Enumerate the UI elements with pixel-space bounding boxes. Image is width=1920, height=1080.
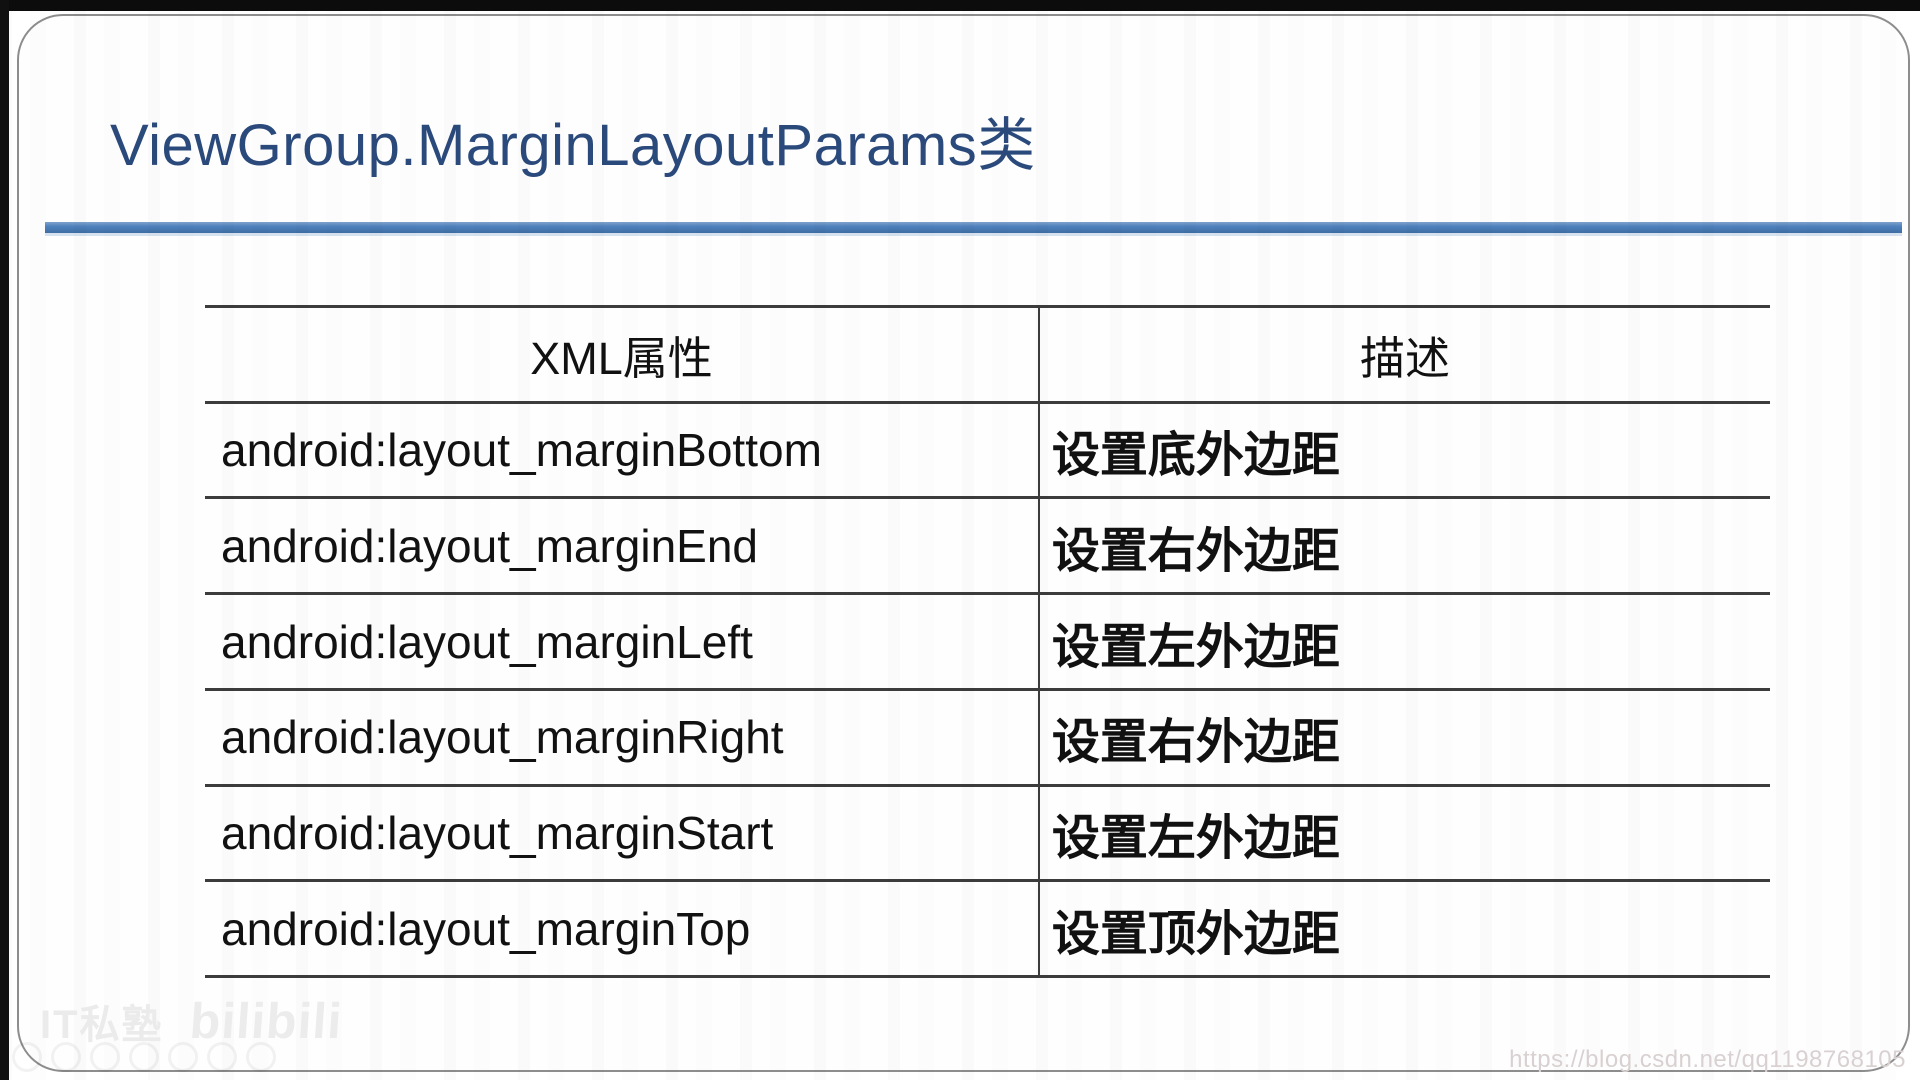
table-header-desc: 描述: [1359, 332, 1450, 384]
table-row: android:layout_marginEnd 设置右外边距: [205, 496, 1770, 593]
attr-cell: android:layout_marginBottom: [205, 403, 1040, 497]
desc-cell: 设置底外边距: [1051, 429, 1340, 483]
letterbox-top-bar: [0, 0, 1920, 11]
table-row: android:layout_marginLeft 设置左外边距: [205, 592, 1770, 688]
table-header-xml-attr: XML属性: [205, 308, 1040, 401]
letterbox-left-bar: [0, 0, 9, 1080]
title-underline-rule: [45, 222, 1902, 233]
xml-attribute-table: XML属性 描述 android:layout_marginBottom 设置底…: [205, 305, 1770, 979]
slide-rounded-frame: [17, 14, 1910, 1072]
attr-cell: android:layout_marginTop: [205, 882, 1040, 976]
table-row: android:layout_marginTop 设置顶外边距: [205, 879, 1770, 979]
attr-cell: android:layout_marginStart: [205, 786, 1040, 880]
attr-cell: android:layout_marginEnd: [205, 499, 1040, 593]
desc-cell: 设置左外边距: [1051, 620, 1340, 674]
desc-cell: 设置顶外边距: [1051, 907, 1340, 961]
attr-cell: android:layout_marginRight: [205, 690, 1040, 784]
table-row: android:layout_marginRight 设置右外边距: [205, 687, 1770, 784]
desc-cell: 设置右外边距: [1051, 716, 1340, 770]
table-row: android:layout_marginBottom 设置底外边距: [205, 400, 1770, 497]
attr-cell: android:layout_marginLeft: [205, 595, 1040, 688]
table-row: android:layout_marginStart 设置左外边距: [205, 783, 1770, 880]
page-title: ViewGroup.MarginLayoutParams类: [110, 113, 1036, 178]
desc-cell: 设置左外边距: [1051, 811, 1340, 865]
table-header-row: XML属性 描述: [205, 305, 1770, 401]
desc-cell: 设置右外边距: [1051, 524, 1340, 578]
